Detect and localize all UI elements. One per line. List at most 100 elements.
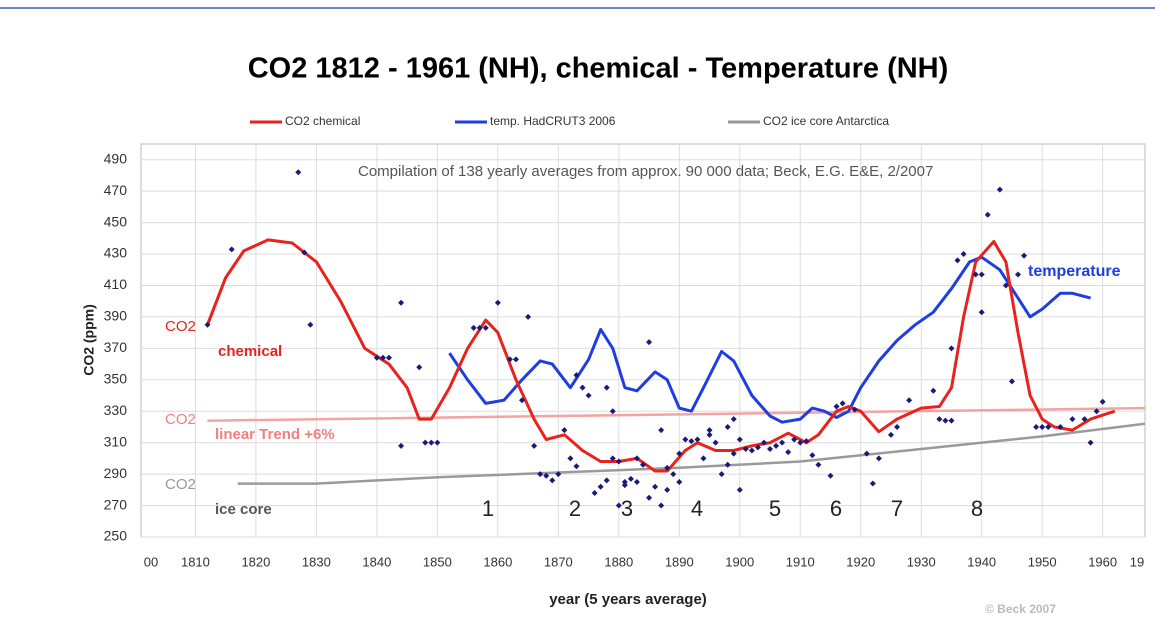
data-point [972, 271, 979, 278]
data-point [875, 455, 882, 462]
data-point [398, 299, 405, 306]
data-point [658, 502, 665, 509]
period-label: 8 [971, 496, 983, 521]
data-point [1008, 378, 1015, 385]
data-point [785, 449, 792, 456]
x-tick-label: 1910 [786, 554, 815, 569]
data-point [851, 406, 858, 413]
data-point [561, 427, 568, 434]
y-tick-label: 290 [104, 465, 128, 481]
data-point [827, 472, 834, 479]
data-point [694, 436, 701, 443]
x-tick-label: 1870 [544, 554, 573, 569]
data-point [1045, 423, 1052, 430]
data-point [718, 471, 725, 478]
data-point [549, 477, 556, 484]
data-point [887, 431, 894, 438]
x-tick-label: 00 [144, 554, 158, 569]
annotation: © Beck 2007 [985, 602, 1056, 616]
annotation: ice core [215, 501, 272, 518]
period-label: 6 [830, 496, 842, 521]
data-point [948, 345, 955, 352]
data-point [615, 502, 622, 509]
annotation: temperature [1028, 263, 1121, 280]
data-point [470, 324, 477, 331]
data-point [954, 257, 961, 264]
data-point [385, 354, 392, 361]
data-point [1081, 416, 1088, 423]
period-label: 1 [482, 496, 494, 521]
data-point [1057, 423, 1064, 430]
data-point [579, 384, 586, 391]
data-point [863, 450, 870, 457]
x-tick-label: 1830 [302, 554, 331, 569]
series-line [237, 422, 1146, 485]
data-point [658, 427, 665, 434]
data-point [416, 364, 423, 371]
data-point [1069, 416, 1076, 423]
data-point [609, 408, 616, 415]
data-point [615, 458, 622, 465]
data-point [736, 436, 743, 443]
data-point [597, 483, 604, 490]
data-point [797, 439, 804, 446]
data-point [1093, 408, 1100, 415]
y-tick-label: 390 [104, 308, 128, 324]
trend-line [207, 406, 1146, 422]
data-point [742, 445, 749, 452]
data-point [767, 445, 774, 452]
y-tick-label: 330 [104, 402, 128, 418]
data-point [803, 438, 810, 445]
plot-area [140, 143, 1146, 538]
data-point [706, 431, 713, 438]
x-tick-label: 1880 [604, 554, 633, 569]
data-point [930, 387, 937, 394]
data-point [682, 436, 689, 443]
data-point [996, 186, 1003, 193]
data-point [1099, 398, 1106, 405]
annotation: CO2 [165, 318, 196, 335]
data-point [609, 455, 616, 462]
data-point [688, 438, 695, 445]
data-point [869, 480, 876, 487]
data-point [906, 397, 913, 404]
data-point [295, 169, 302, 176]
data-point [1087, 439, 1094, 446]
data-point [773, 442, 780, 449]
data-point [670, 471, 677, 478]
data-point [585, 392, 592, 399]
data-point [646, 494, 653, 501]
period-label: 2 [569, 496, 581, 521]
data-point [603, 477, 610, 484]
data-point [1033, 423, 1040, 430]
data-point [512, 356, 519, 363]
x-tick-label: 1950 [1028, 554, 1057, 569]
x-tick-label: 1960 [1088, 554, 1117, 569]
data-point [779, 439, 786, 446]
data-point [398, 442, 405, 449]
data-point [422, 439, 429, 446]
data-point [627, 475, 634, 482]
period-label: 4 [691, 496, 703, 521]
data-point [754, 444, 761, 451]
data-point [1039, 423, 1046, 430]
x-tick-label: 1820 [241, 554, 270, 569]
data-point [228, 246, 235, 253]
y-tick-label: 410 [104, 276, 128, 292]
data-point [664, 486, 671, 493]
data-point [652, 483, 659, 490]
data-point [373, 354, 380, 361]
data-point [706, 427, 713, 434]
chart-title: CO2 1812 - 1961 (NH), chemical - Tempera… [248, 53, 949, 85]
data-point [984, 211, 991, 218]
period-label: 7 [891, 496, 903, 521]
data-point [531, 442, 538, 449]
data-point [809, 452, 816, 459]
data-point [815, 461, 822, 468]
x-tick-label: 1860 [483, 554, 512, 569]
data-point [700, 455, 707, 462]
annotation: linear Trend +6% [215, 426, 335, 443]
data-point [525, 313, 532, 320]
x-tick-label: 1900 [725, 554, 754, 569]
data-point [428, 439, 435, 446]
